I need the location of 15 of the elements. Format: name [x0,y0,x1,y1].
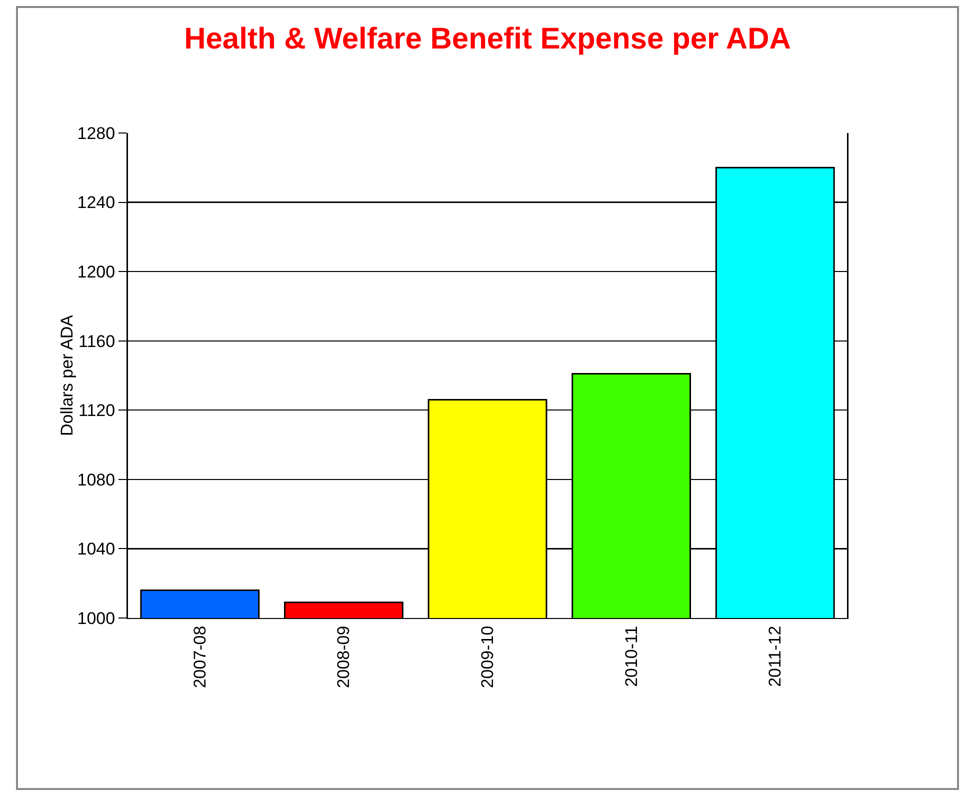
x-tick-label: 2007-08 [190,626,210,688]
y-tick-label: 1080 [77,470,116,490]
x-tick-label: 2009-10 [478,626,498,688]
y-tick-label: 1040 [77,540,116,559]
y-axis-title: Dollars per ADA [58,314,77,436]
y-tick-label: 1160 [78,332,116,351]
y-tick-label: 1280 [77,124,116,143]
y-tick-label: 1200 [77,262,116,282]
x-tick-label: 2011-12 [766,626,785,687]
y-tick-label: 1120 [78,401,116,420]
x-tick-label: 2010-11 [622,626,641,687]
chart-title: Health & Welfare Benefit Expense per ADA [184,22,791,56]
y-tick-label: 1000 [77,608,116,628]
y-tick-label: 1240 [77,193,116,212]
x-tick-label: 2008-09 [334,626,354,688]
